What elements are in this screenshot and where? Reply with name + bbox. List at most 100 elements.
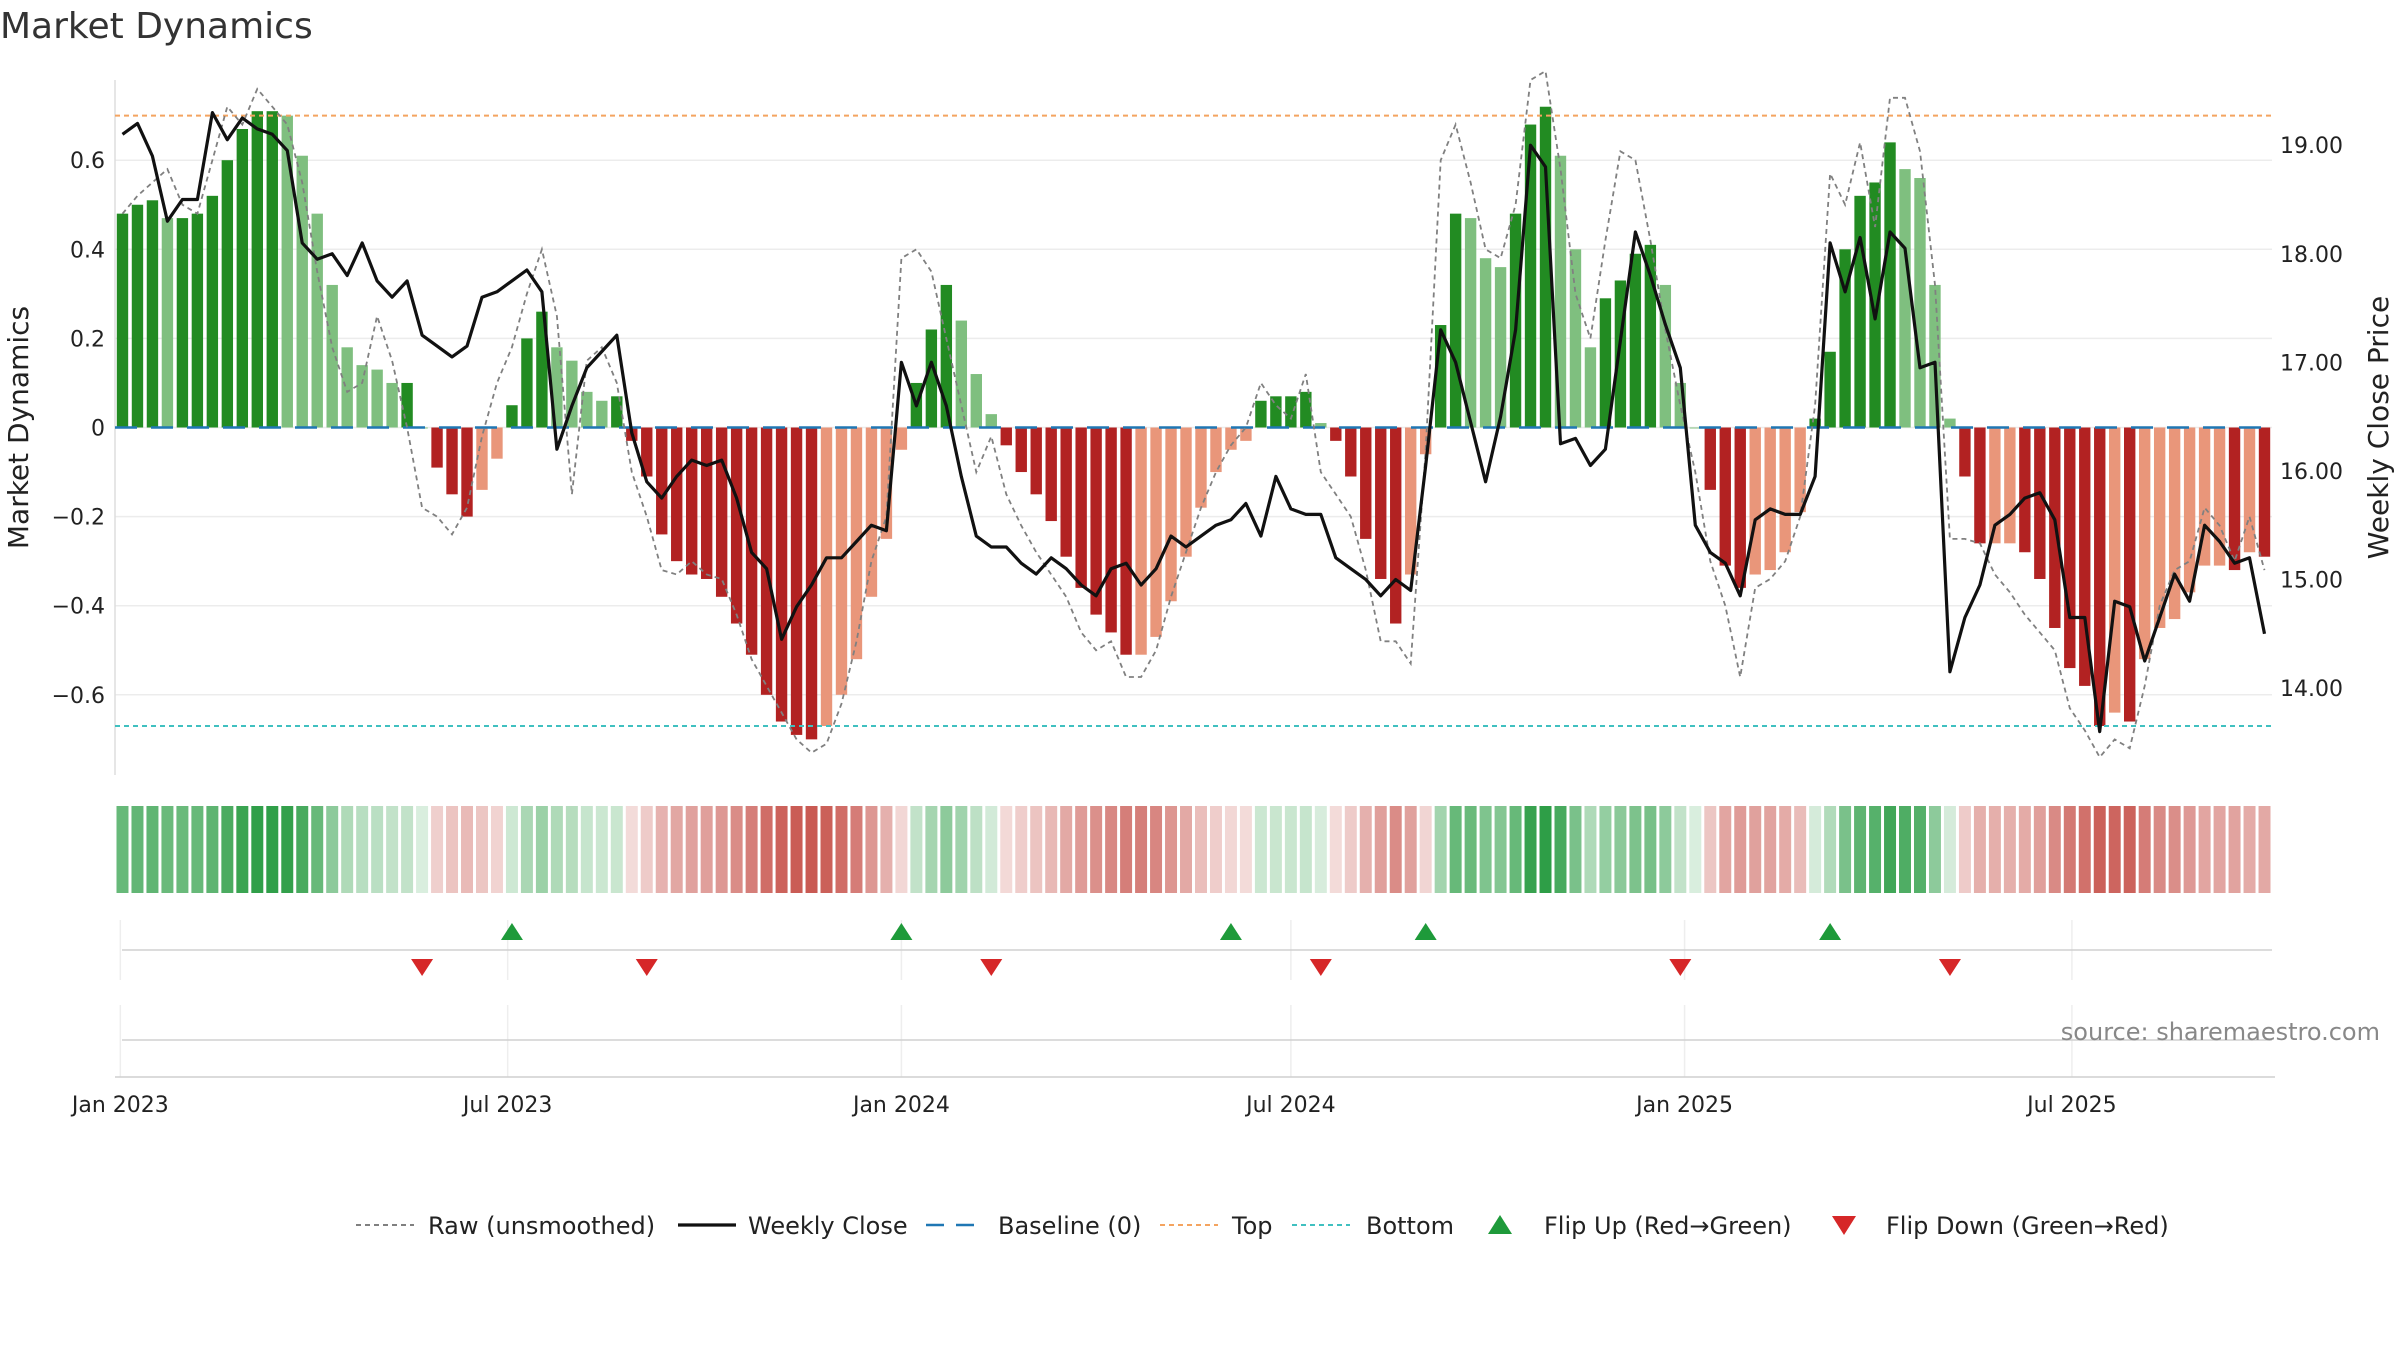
y-right-axis-title: Weekly Close Price <box>2362 296 2395 559</box>
dynamics-bar <box>2004 427 2016 544</box>
dynamics-bar <box>311 213 323 428</box>
heat-cell <box>1764 806 1777 893</box>
dynamics-bar <box>775 427 788 722</box>
dynamics-bar <box>206 195 219 428</box>
dynamics-bar <box>566 360 578 428</box>
heat-cell <box>1509 806 1522 893</box>
dynamics-bar <box>161 218 174 428</box>
flip-up-marker <box>890 923 913 940</box>
heat-cell <box>116 806 129 893</box>
flip-up-marker <box>500 923 523 940</box>
heat-cell <box>1150 806 1163 893</box>
heat-cell <box>1599 806 1612 893</box>
dynamics-bar <box>2019 427 2031 553</box>
flip-up-marker <box>1219 923 1242 940</box>
heat-cell <box>715 806 728 893</box>
dynamics-bar <box>1180 427 1192 557</box>
heat-cell <box>1135 806 1148 893</box>
heat-cell <box>1869 806 1882 893</box>
dynamics-bar <box>131 204 144 428</box>
heat-cell <box>446 806 459 893</box>
y-right-tick-label: 19.00 <box>2280 134 2343 159</box>
legend-label-raw: Raw (unsmoothed) <box>428 1212 655 1240</box>
dynamics-bar <box>1210 427 1222 473</box>
heat-cell <box>2243 806 2256 893</box>
source-label: source: sharemaestro.com <box>2061 1018 2380 1046</box>
y-axis-title: Market Dynamics <box>2 306 35 549</box>
dynamics-bar <box>1884 142 1896 428</box>
dynamics-bar <box>1989 427 2001 544</box>
dynamics-bar <box>281 115 293 428</box>
dynamics-bar <box>1554 155 1567 428</box>
dynamics-bar <box>491 427 503 459</box>
dynamics-bar <box>1090 427 1102 615</box>
x-tick-label: Jul 2024 <box>1244 1093 1336 1118</box>
dynamics-bar <box>1674 382 1687 428</box>
dynamics-bar <box>371 369 383 428</box>
heat-cell <box>880 806 893 893</box>
dynamics-bar <box>715 427 728 597</box>
heat-cell <box>1464 806 1477 893</box>
heat-cell <box>775 806 788 893</box>
dynamics-bar <box>2243 427 2256 553</box>
chart-title: Market Dynamics <box>0 6 313 47</box>
dynamics-bar <box>1614 280 1627 428</box>
heat-cell <box>805 806 818 893</box>
flip-up-marker <box>1414 923 1437 940</box>
dynamics-bar <box>1030 427 1042 495</box>
raw-series-line <box>121 69 2266 759</box>
dynamics-bar <box>2094 427 2106 726</box>
dynamics-bar <box>1434 325 1447 428</box>
heat-cell <box>1374 806 1387 893</box>
dynamics-bar <box>1060 427 1072 557</box>
dynamics-bar <box>266 111 278 428</box>
dynamics-bar <box>1944 418 1956 428</box>
heat-cell <box>1644 806 1657 893</box>
dynamics-bar <box>1225 427 1237 450</box>
heat-cell <box>895 806 908 893</box>
dynamics-bar <box>1779 427 1791 553</box>
heat-cell <box>940 806 953 893</box>
heat-cell <box>730 806 743 893</box>
heat-cell <box>1165 806 1178 893</box>
heat-cell <box>2108 806 2121 893</box>
dynamics-bar <box>1584 347 1597 428</box>
heat-cell <box>206 806 219 893</box>
dynamics-bar <box>1330 427 1342 441</box>
flip-down-marker <box>411 959 434 976</box>
dynamics-bar <box>1150 427 1162 637</box>
dynamics-bar <box>1464 218 1477 428</box>
heat-cell <box>431 806 444 893</box>
dynamics-bar <box>700 427 713 579</box>
heat-cell <box>1269 806 1282 893</box>
dynamics-bar <box>461 427 473 517</box>
heat-cell <box>700 806 713 893</box>
dynamics-bar <box>1135 427 1147 655</box>
heat-cell <box>2198 806 2211 893</box>
dynamics-bar <box>1734 427 1746 588</box>
y-tick-label: −0.2 <box>52 506 105 531</box>
y-right-tick-label: 16.00 <box>2280 460 2343 485</box>
dynamics-bar <box>2168 427 2181 620</box>
heat-cell <box>461 806 474 893</box>
heat-cell <box>2003 806 2016 893</box>
dynamics-bar <box>1659 284 1672 428</box>
heat-cell <box>1584 806 1597 893</box>
dynamics-bar <box>1195 427 1207 508</box>
heat-cell <box>1344 806 1357 893</box>
heat-cell <box>1659 806 1672 893</box>
dynamics-bar <box>1689 427 1701 429</box>
heat-cell <box>1704 806 1717 893</box>
heat-cell <box>550 806 563 893</box>
heat-cell <box>625 806 638 893</box>
flip-down-marker <box>1669 959 1692 976</box>
dynamics-bar <box>1375 427 1387 579</box>
flip-up-marker <box>1819 923 1842 940</box>
heat-cell <box>311 806 324 893</box>
dynamics-bar <box>536 311 548 428</box>
legend-label-flip_down: Flip Down (Green→Red) <box>1886 1212 2169 1240</box>
dynamics-bar <box>146 200 159 428</box>
dynamics-bar <box>296 155 308 428</box>
dynamics-bar <box>835 427 848 695</box>
heat-cell <box>2258 806 2271 893</box>
